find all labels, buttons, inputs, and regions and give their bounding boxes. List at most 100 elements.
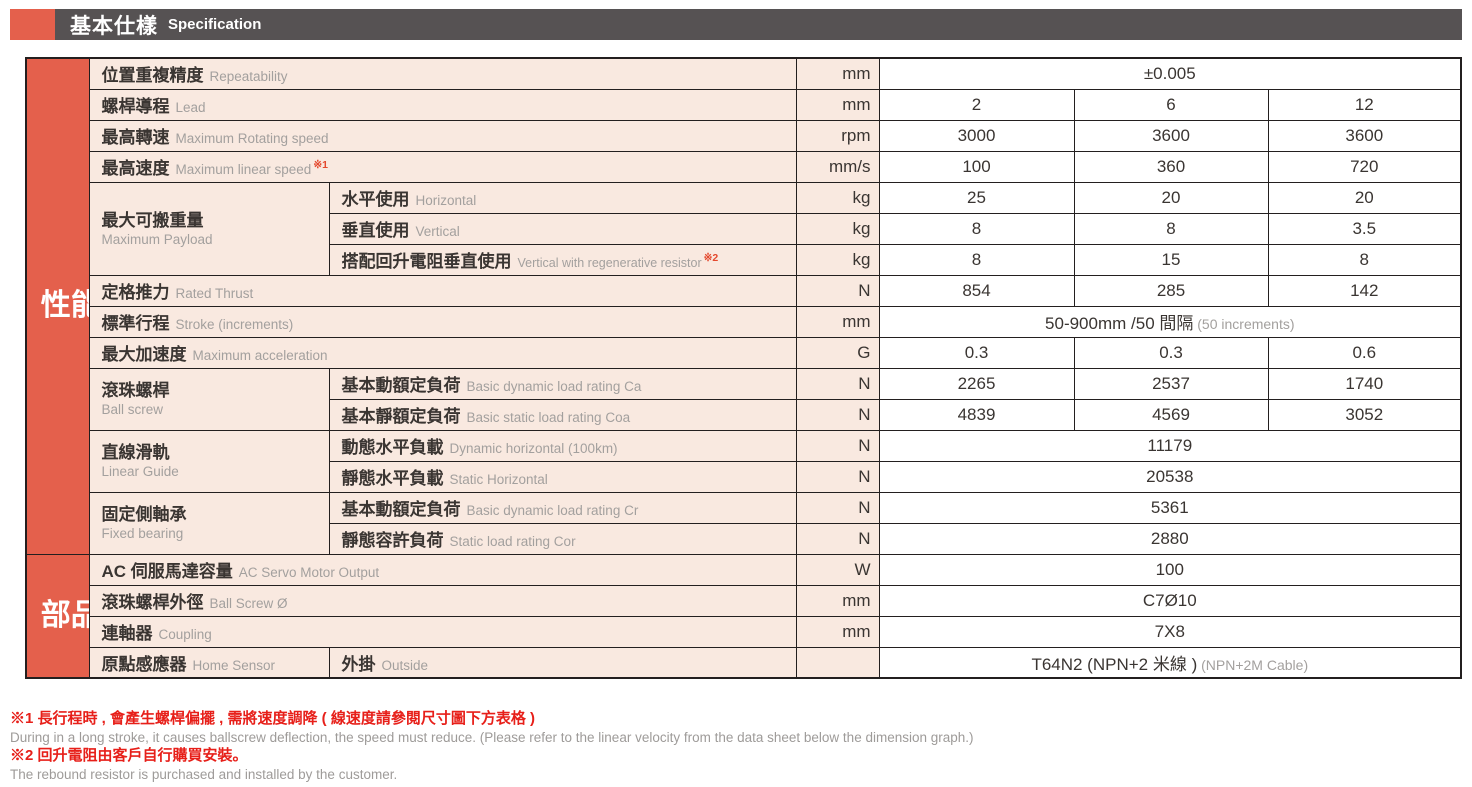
spec-label-cell: 螺桿導程 Lead [88, 88, 797, 121]
spec-sublabel-cell: 水平使用 Horizontal [328, 181, 797, 214]
label-en: Stroke (increments) [175, 317, 294, 332]
label-en: AC Servo Motor Output [238, 565, 380, 580]
value-cell: 3600 [1267, 119, 1462, 152]
label-zh: 最大加速度 [101, 345, 187, 364]
spec-label-cell: 標準行程 Stroke (increments) [88, 305, 797, 338]
group-label-en: Maximum Payload [101, 231, 213, 247]
spec-label-cell: 原點感應器 Home Sensor [88, 646, 330, 679]
spec-sublabel-cell: 動態水平負載 Dynamic horizontal (100km) [328, 429, 797, 462]
spec-label-cell: 最高轉速 Maximum Rotating speed [88, 119, 797, 152]
value-cell: 3600 [1073, 119, 1269, 152]
group-label-zh: 直線滑軌 [101, 443, 170, 462]
label-zh: 搭配回升電阻垂直使用 [341, 252, 512, 271]
value-cell: 3000 [878, 119, 1075, 152]
group-label-zh: 最大可搬重量 [101, 210, 204, 230]
spec-group-cell: 最大可搬重量 Maximum Payload [88, 181, 330, 276]
spec-row: 基本靜額定負荷 Basic static load rating Coa N 48… [26, 398, 1462, 431]
value-span-cell: 50-900mm /50 間隔 (50 increments) [878, 305, 1462, 338]
footnote-mark-2: ※2 [703, 251, 719, 264]
value-cell: 360 [1073, 150, 1269, 183]
section-label-performance: 性能 [25, 57, 90, 555]
label-zh: 最高轉速 [101, 128, 170, 147]
label-zh: 外掛 [341, 654, 376, 674]
group-label-en: Fixed bearing [101, 526, 184, 541]
label-en: Basic static load rating Coa [466, 410, 631, 425]
unit-cell: N [795, 429, 880, 462]
value-span-cell: 7X8 [878, 615, 1462, 648]
value-span-cell: C7Ø10 [878, 584, 1462, 617]
footnotes: ※1 長行程時 , 會產生螺桿偏擺 , 需將速度調降 ( 線速度請參閱尺寸圖下方… [10, 710, 974, 784]
label-en: Home Sensor [192, 657, 276, 673]
value-cell: 4569 [1073, 398, 1269, 431]
footnote-2-zh: ※2 回升電阻由客戶自行購買安裝。 [10, 747, 248, 764]
value-cell: 20 [1267, 181, 1462, 214]
value-cell: 854 [878, 274, 1075, 307]
unit-cell [795, 646, 880, 679]
value-cell: 25 [878, 181, 1075, 214]
unit-cell: kg [795, 181, 880, 214]
value-cell: 720 [1267, 150, 1462, 183]
spec-row: 滾珠螺桿 Ball screw 基本動額定負荷 Basic dynamic loa… [26, 367, 1462, 431]
value-span-cell: 5361 [878, 491, 1462, 524]
label-zh: 垂直使用 [341, 221, 410, 240]
value-cell: 8 [878, 212, 1075, 245]
label-en: Dynamic horizontal (100km) [449, 441, 618, 456]
label-zh: AC 伺服馬達容量 [101, 562, 233, 581]
label-zh: 滾珠螺桿外徑 [101, 593, 204, 612]
specification-table: 性能 位置重複精度 Repeatability mm ±0.005 螺桿導程 Lea… [25, 57, 1463, 679]
label-en: Lead [175, 100, 206, 115]
value-cell: 1740 [1267, 367, 1462, 400]
spec-label-cell: AC 伺服馬達容量 AC Servo Motor Output [88, 553, 797, 586]
label-en: Vertical [415, 224, 460, 239]
label-en: Static load rating Cor [449, 534, 576, 549]
unit-cell: rpm [795, 119, 880, 152]
unit-cell: N [795, 460, 880, 493]
value-cell: 100 [878, 150, 1075, 183]
unit-cell: N [795, 367, 880, 400]
footnote-2-en: The rebound resistor is purchased and in… [10, 766, 398, 782]
value-note: (NPN+2M Cable) [1197, 656, 1309, 673]
spec-row: 部品 AC 伺服馬達容量 AC Servo Motor Output W 100 [25, 553, 1462, 679]
spec-row: 最大可搬重量 Maximum Payload 水平使用 Horizontal kg… [26, 181, 1462, 276]
spec-sublabel-cell: 基本動額定負荷 Basic dynamic load rating Ca [328, 367, 797, 400]
spec-row: 直線滑軌 Linear Guide 動態水平負載 Dynamic horizont… [26, 429, 1462, 493]
label-en: Static Horizontal [449, 472, 548, 487]
label-zh: 標準行程 [101, 314, 170, 333]
value-span-cell: 20538 [878, 460, 1462, 493]
value-span-cell: 100 [878, 553, 1462, 586]
spec-group-cell: 固定側軸承 Fixed bearing [88, 491, 330, 555]
label-en: Basic dynamic load rating Ca [466, 379, 642, 394]
spec-row: 性能 位置重複精度 Repeatability mm ±0.005 [25, 57, 1462, 555]
spec-group-cell: 滾珠螺桿 Ball screw [88, 367, 330, 431]
value-cell: 3.5 [1267, 212, 1462, 245]
label-zh: 動態水平負載 [341, 438, 444, 457]
spec-sublabel-cell: 靜態水平負載 Static Horizontal [328, 460, 797, 493]
spec-sublabel-cell: 垂直使用 Vertical [328, 212, 797, 245]
value-cell: 0.3 [1073, 336, 1269, 369]
spec-label-cell: 滾珠螺桿外徑 Ball Screw Ø [88, 584, 797, 617]
spec-row: 固定側軸承 Fixed bearing 基本動額定負荷 Basic dynamic… [26, 491, 1462, 555]
value-span-cell: ±0.005 [878, 57, 1462, 90]
label-en: Maximum Rotating speed [175, 131, 329, 146]
unit-cell: kg [795, 212, 880, 245]
label-en: Ball Screw Ø [209, 596, 288, 611]
value-span-cell: 2880 [878, 522, 1462, 555]
spec-label-cell: 最高速度 Maximum linear speed ※1 [88, 150, 797, 183]
spec-sublabel-cell: 基本動額定負荷 Basic dynamic load rating Cr [328, 491, 797, 524]
spec-row: 標準行程 Stroke (increments) mm 50-900mm /50 … [26, 305, 1462, 338]
unit-cell: N [795, 491, 880, 524]
spec-sublabel-cell: 搭配回升電阻垂直使用 Vertical with regenerative res… [328, 243, 797, 276]
footnote-1-zh: ※1 長行程時 , 會產生螺桿偏擺 , 需將速度調降 ( 線速度請參閱尺寸圖下方… [10, 710, 536, 727]
label-zh: 基本動額定負荷 [341, 500, 461, 519]
unit-cell: W [795, 553, 880, 586]
label-en: Outside [381, 657, 429, 673]
spec-sublabel-cell: 靜態容許負荷 Static load rating Cor [328, 522, 797, 555]
label-zh: 靜態容許負荷 [341, 531, 444, 550]
label-zh: 靜態水平負載 [341, 469, 444, 488]
spec-row: 連軸器 Coupling mm 7X8 [26, 615, 1462, 648]
value-cell: 8 [1267, 243, 1462, 276]
value-cell: 0.3 [878, 336, 1075, 369]
label-zh: 螺桿導程 [101, 97, 170, 116]
spec-label-cell: 定格推力 Rated Thrust [88, 274, 797, 307]
page-title-en: Specification [168, 16, 262, 33]
